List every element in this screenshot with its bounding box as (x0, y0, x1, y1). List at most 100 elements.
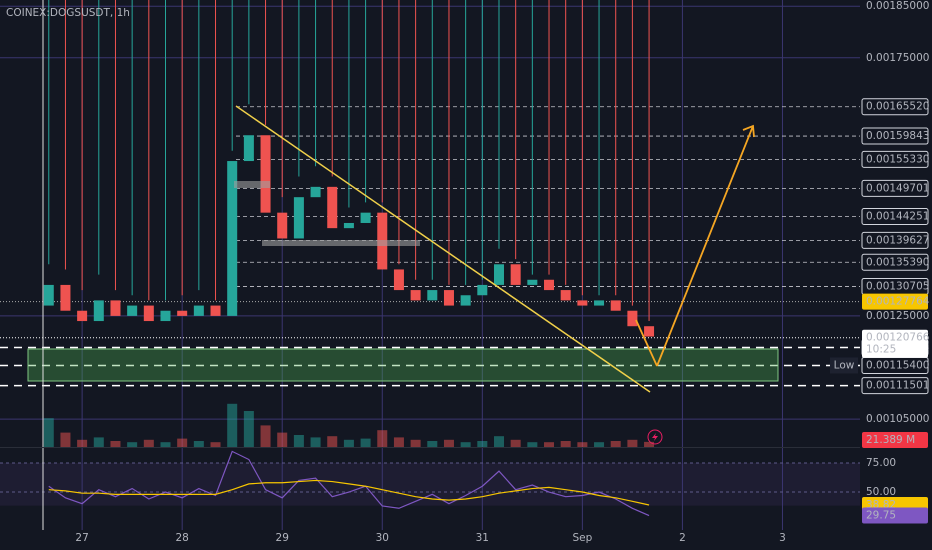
candle-body (227, 161, 238, 316)
demand-zone (27, 348, 779, 382)
price-label: 29.75 (866, 510, 896, 522)
candle-body (277, 212, 288, 239)
candle-body (177, 310, 188, 316)
price-label: 0.00135390 (866, 256, 929, 268)
price-label: 0.00144251 (866, 211, 929, 223)
volume-bar (160, 442, 171, 447)
candle-body (360, 212, 371, 223)
x-tick-label: 27 (75, 532, 88, 544)
y-tick-label: 0.00185000 (866, 0, 929, 12)
candle-body (160, 310, 171, 322)
volume-bar (243, 411, 254, 447)
last-price-box (862, 329, 928, 358)
candle-body (393, 269, 404, 291)
candle-body (210, 305, 221, 316)
candle-body (544, 279, 555, 291)
volume-bar (610, 441, 621, 447)
candle-body (243, 135, 254, 162)
volume-bar (594, 442, 605, 447)
price-label-box (861, 179, 929, 197)
volume-bar (377, 430, 388, 447)
candle-body (577, 300, 588, 306)
arrow-head (742, 124, 755, 138)
volume-bar (193, 441, 204, 447)
candle-body (343, 222, 354, 229)
volume-bar (510, 439, 521, 447)
candle-body (43, 284, 54, 306)
volume-bar (327, 436, 338, 447)
price-label: 21.389 M (866, 434, 915, 446)
candle-body (527, 279, 538, 285)
volume-bar (393, 437, 404, 447)
x-tick-label: 2 (679, 532, 686, 544)
volume-bar (43, 418, 54, 447)
candle-body (143, 305, 154, 322)
volume-bar (293, 435, 304, 447)
price-label-box (861, 150, 929, 168)
volume-bar (493, 436, 504, 447)
volume-bar (477, 441, 488, 447)
candle-body (327, 186, 338, 229)
volume-bar (77, 439, 88, 447)
volume-bar (60, 432, 71, 447)
price-label: 0.00155330 (866, 153, 929, 165)
x-tick-label: Sep (572, 532, 592, 544)
volume-bar (310, 437, 321, 447)
volume-bar (644, 441, 655, 447)
price-label-box (861, 253, 929, 271)
candle-body (260, 135, 271, 213)
volume-bar (577, 442, 588, 447)
volume-bar (210, 442, 221, 447)
x-tick-label: 31 (476, 532, 489, 544)
y-tick-label: 0.00105000 (866, 413, 929, 425)
volume-bar (277, 432, 288, 447)
price-label: 0.00120766 (866, 332, 930, 344)
projection-arrow (656, 125, 754, 367)
volume-bar (544, 442, 555, 447)
volume-bar (343, 439, 354, 447)
countdown: 10:25 (866, 344, 896, 356)
candle-body (127, 305, 138, 316)
low-tag-box (830, 357, 858, 374)
candle-body (460, 295, 471, 306)
projection-arrow (635, 319, 658, 367)
price-label: 0.00115400 (866, 359, 929, 371)
chart-title: COINEX:DOGSUSDT, 1h (6, 7, 130, 19)
price-label: 0.00111501 (866, 380, 929, 392)
x-tick-label: 30 (376, 532, 389, 544)
price-label-box (861, 377, 929, 395)
pane-divider (0, 447, 860, 448)
price-label-box (862, 432, 928, 448)
price-label-box (861, 208, 929, 226)
price-label-box (861, 127, 929, 145)
candle-body (110, 300, 121, 316)
candle-body (193, 305, 204, 316)
candle-body (93, 300, 104, 322)
candle-body (477, 284, 488, 296)
candle-body (427, 290, 438, 301)
candle-body (627, 310, 638, 327)
volume-bar (460, 442, 471, 447)
price-label-box (862, 507, 928, 524)
volume-bar (127, 442, 138, 447)
candle-body (293, 197, 304, 239)
price-label: 0.00139627 (866, 234, 929, 246)
volume-bar (410, 439, 421, 447)
candle-body (410, 290, 421, 301)
x-tick-label: 3 (779, 532, 786, 544)
price-label: 0.00149701 (866, 182, 929, 194)
candle-body (77, 310, 88, 322)
x-tick-label: 28 (175, 532, 188, 544)
price-label: 0.00165520 (866, 101, 929, 113)
candle-body (610, 300, 621, 311)
volume-bar (110, 441, 121, 447)
y-tick-label: 0.00175000 (866, 52, 929, 64)
volume-bar (527, 442, 538, 447)
x-tick-label: 29 (276, 532, 289, 544)
y-tick-label: 0.00125000 (866, 310, 929, 322)
candle-body (644, 326, 655, 337)
price-label: 0.00159843 (866, 130, 929, 142)
rsi-tick-label: 75.00 (866, 457, 896, 469)
flash-icon (647, 429, 663, 445)
